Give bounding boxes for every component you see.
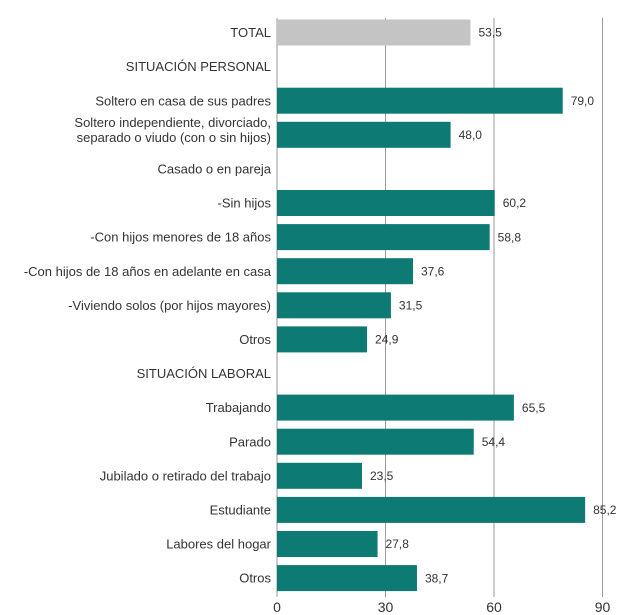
data-label: 85,2 bbox=[593, 503, 617, 517]
bar-layer bbox=[277, 19, 586, 592]
bar bbox=[277, 224, 490, 251]
category-label: Otros bbox=[239, 332, 271, 347]
data-label: 79,0 bbox=[571, 94, 595, 108]
bar bbox=[277, 496, 586, 523]
bar bbox=[277, 428, 474, 455]
category-label: Soltero independiente, divorciado, separa… bbox=[74, 115, 271, 145]
bar bbox=[277, 462, 362, 489]
bar bbox=[277, 87, 563, 114]
bar bbox=[277, 326, 368, 353]
category-label: -Con hijos menores de 18 años bbox=[90, 230, 271, 245]
bar-total bbox=[277, 19, 471, 46]
bar bbox=[277, 190, 495, 216]
bar bbox=[277, 531, 378, 557]
bar bbox=[277, 292, 391, 319]
bar bbox=[277, 121, 451, 148]
bar bbox=[277, 394, 514, 421]
bar bbox=[277, 258, 413, 285]
x-tick-label: 60 bbox=[486, 599, 502, 615]
category-label: Otros bbox=[239, 571, 271, 586]
tick-layer: 0 30 60 90 bbox=[273, 599, 610, 615]
data-label: 65,5 bbox=[522, 401, 546, 415]
data-label: 48,0 bbox=[459, 128, 483, 142]
data-label: 53,5 bbox=[478, 26, 502, 40]
category-label: Soltero en casa de sus padres bbox=[95, 93, 271, 108]
data-label: 24,9 bbox=[375, 333, 399, 347]
data-label: 31,5 bbox=[399, 299, 423, 313]
data-label: 60,2 bbox=[503, 196, 527, 210]
x-tick-label: 30 bbox=[378, 599, 394, 615]
category-label: TOTAL bbox=[230, 25, 271, 40]
data-label: 23,5 bbox=[370, 469, 394, 483]
category-label: Trabajando bbox=[206, 400, 271, 415]
x-tick-label: 0 bbox=[273, 599, 281, 615]
section-label: SITUACIÓN LABORAL bbox=[137, 366, 271, 381]
data-label: 37,6 bbox=[421, 264, 445, 278]
data-label: 54,4 bbox=[482, 435, 506, 449]
category-label: -Con hijos de 18 años en adelante en cas… bbox=[24, 264, 272, 279]
section-label: SITUACIÓN PERSONAL bbox=[126, 59, 271, 74]
category-label: Labores del hogar bbox=[166, 537, 271, 552]
category-label: -Sin hijos bbox=[218, 196, 272, 211]
x-tick-label: 90 bbox=[595, 599, 611, 615]
data-label: 38,7 bbox=[425, 571, 449, 585]
category-label: Estudiante bbox=[210, 502, 271, 517]
data-label: 27,8 bbox=[386, 537, 410, 551]
category-label: Parado bbox=[229, 434, 271, 449]
bar bbox=[277, 565, 417, 592]
label-layer: TOTAL 53,5 SITUACIÓN PERSONAL Soltero en ca… bbox=[24, 25, 617, 586]
data-label: 58,8 bbox=[498, 230, 522, 244]
category-label: -Viviendo solos (por hijos mayores) bbox=[68, 298, 271, 313]
section-label: Casado o en pareja bbox=[158, 161, 272, 176]
category-label: Jubilado o retirado del trabajo bbox=[100, 468, 271, 483]
